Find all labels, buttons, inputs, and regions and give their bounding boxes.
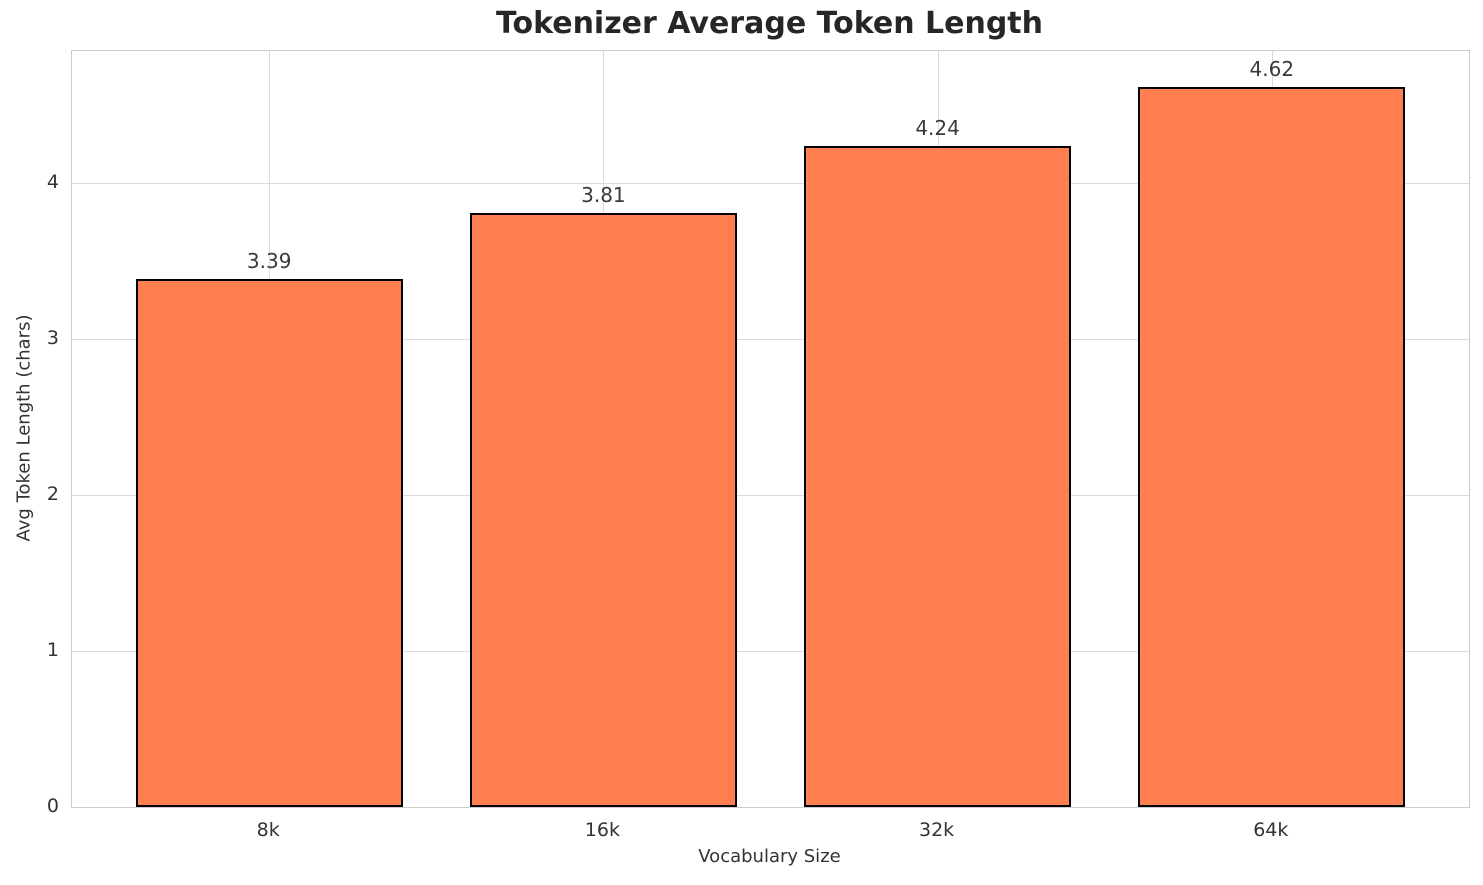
x-tick-label: 16k [584,819,620,841]
bar-value-label: 3.81 [581,183,626,208]
gridline-horizontal [72,183,1469,185]
bar-value-label: 4.24 [915,116,960,141]
y-tick-label: 0 [46,795,59,817]
bar [469,213,738,807]
gridline-horizontal [72,651,1469,653]
plot-area: 3.39 3.81 4.24 4.62 [71,50,1470,808]
gridline-horizontal [72,495,1469,497]
x-axis-label: Vocabulary Size [698,846,841,867]
bar [1138,86,1406,807]
y-tick-label: 4 [46,171,59,194]
bar-value-label: 4.62 [1249,56,1295,81]
bar [135,278,403,807]
y-tick-label: 3 [46,327,59,350]
chart-title: Tokenizer Average Token Length [495,6,1043,41]
x-tick-label: 32k [919,819,955,841]
gridline-horizontal [72,339,1469,341]
x-tick-label: 8k [256,819,280,841]
x-tick-label: 64k [1253,819,1289,841]
y-tick-label: 2 [46,483,59,506]
y-tick-label: 1 [46,639,59,662]
bar-value-label: 3.39 [246,248,292,273]
bar [803,146,1072,807]
